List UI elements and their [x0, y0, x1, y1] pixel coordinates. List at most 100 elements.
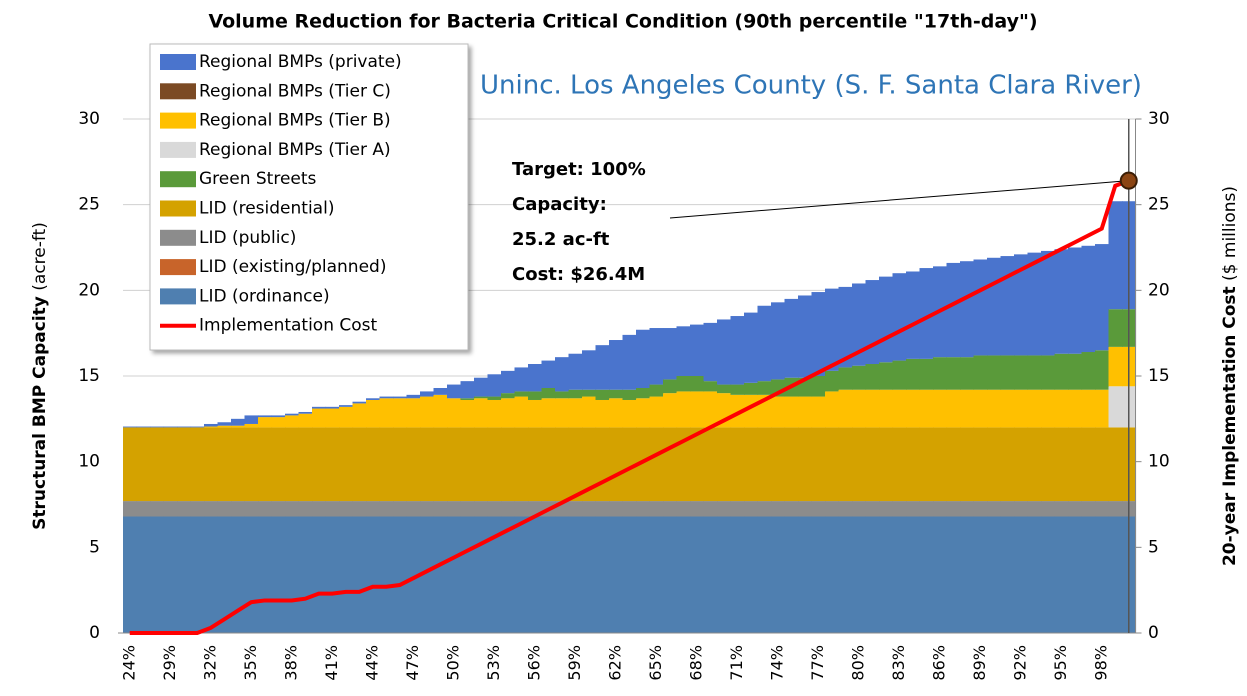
bars	[123, 201, 1137, 633]
bar-segment	[460, 516, 475, 633]
x-tick-label: 80%	[848, 645, 867, 681]
bar-segment	[987, 501, 1002, 517]
bar-segment	[231, 501, 246, 517]
bar-segment	[838, 389, 853, 428]
x-tick-label: 53%	[484, 645, 503, 681]
x-tick-label: 41%	[322, 645, 341, 681]
bar-segment	[717, 384, 732, 394]
bar-segment	[123, 501, 138, 517]
bar-segment	[555, 357, 570, 392]
bar-segment	[568, 516, 583, 633]
bar-segment	[150, 516, 165, 633]
bar-segment	[568, 501, 583, 517]
bar-segment	[1095, 389, 1110, 428]
bar-segment	[379, 427, 394, 502]
bar-segment	[1014, 516, 1029, 633]
bar-segment	[379, 398, 394, 428]
bar-segment	[1108, 386, 1123, 428]
bar-segment	[1068, 247, 1083, 354]
bar-segment	[946, 501, 961, 517]
bar-segment	[420, 516, 435, 633]
legend-label: LID (ordinance)	[199, 286, 330, 306]
bar-segment	[447, 501, 462, 517]
legend-swatch	[160, 229, 196, 246]
y-axis-label-unit: (acre-ft)	[30, 222, 50, 291]
bar-segment	[217, 422, 232, 426]
bar-segment	[582, 389, 597, 397]
legend-label: Regional BMPs (Tier B)	[199, 111, 391, 131]
bar-segment	[123, 516, 138, 633]
bar-segment	[541, 387, 556, 399]
bar-segment	[771, 501, 786, 517]
bar-segment	[258, 427, 273, 502]
chart-subtitle: Uninc. Los Angeles County (S. F. Santa C…	[480, 71, 1142, 101]
bar-segment	[163, 501, 178, 517]
bar-segment	[582, 516, 597, 633]
bar-segment	[919, 516, 934, 633]
bar-segment	[609, 516, 624, 633]
bar-segment	[217, 425, 232, 428]
legend-swatch	[160, 200, 196, 217]
bar-segment	[825, 516, 840, 633]
bar-segment	[987, 257, 1002, 356]
bar-segment	[771, 516, 786, 633]
bar-segment	[244, 427, 259, 502]
bar-segment	[1054, 249, 1069, 354]
bar-segment	[1108, 309, 1123, 347]
bar-segment	[649, 427, 664, 502]
bar-segment	[501, 501, 516, 517]
bar-segment	[676, 391, 691, 428]
bar-segment	[406, 398, 421, 428]
bar-segment	[1081, 352, 1096, 390]
bar-segment	[906, 427, 921, 502]
bar-segment	[892, 427, 907, 502]
bar-segment	[811, 396, 826, 428]
bar-segment	[406, 427, 421, 502]
y-tick-label: 20	[78, 280, 100, 300]
bar-segment	[312, 408, 327, 428]
annotation: 25.2 ac-ft	[512, 229, 610, 250]
bar-segment	[973, 501, 988, 517]
bar-segment	[1014, 389, 1029, 428]
bar-segment	[690, 324, 705, 376]
bar-segment	[744, 382, 759, 395]
bar-segment	[663, 328, 678, 380]
bar-segment	[204, 423, 219, 427]
bar-segment	[366, 427, 381, 502]
bar-segment	[892, 516, 907, 633]
legend-label: Regional BMPs (private)	[199, 52, 402, 72]
bar-segment	[136, 516, 151, 633]
bar-segment	[838, 427, 853, 502]
legend-swatch	[160, 141, 196, 158]
bar-segment	[1081, 245, 1096, 353]
bar-segment	[636, 516, 651, 633]
bar-segment	[1000, 389, 1015, 428]
y-tick-label: 10	[78, 452, 100, 472]
bar-segment	[703, 516, 718, 633]
bar-segment	[1108, 201, 1123, 310]
x-tick-label: 98%	[1091, 645, 1110, 681]
bar-segment	[973, 259, 988, 356]
bar-segment	[690, 376, 705, 392]
bar-segment	[730, 516, 745, 633]
x-tick-label: 56%	[524, 645, 543, 681]
bar-segment	[690, 501, 705, 517]
bar-segment	[1068, 353, 1083, 390]
bar-segment	[595, 516, 610, 633]
bar-segment	[825, 427, 840, 502]
bar-segment	[474, 516, 489, 633]
annotation: Capacity:	[512, 194, 607, 215]
legend-label: Green Streets	[199, 169, 317, 189]
annotation-leader	[669, 180, 1129, 219]
y-tick-label: 25	[78, 195, 100, 215]
bar-segment	[1081, 389, 1096, 428]
legend-swatch	[160, 288, 196, 305]
bar-segment	[1081, 516, 1096, 633]
bar-segment	[163, 426, 178, 428]
bar-segment	[285, 501, 300, 517]
bar-segment	[1027, 389, 1042, 428]
bar-segment	[703, 501, 718, 517]
bar-segment	[622, 399, 637, 428]
bar-segment	[879, 516, 894, 633]
bar-segment	[852, 501, 867, 517]
